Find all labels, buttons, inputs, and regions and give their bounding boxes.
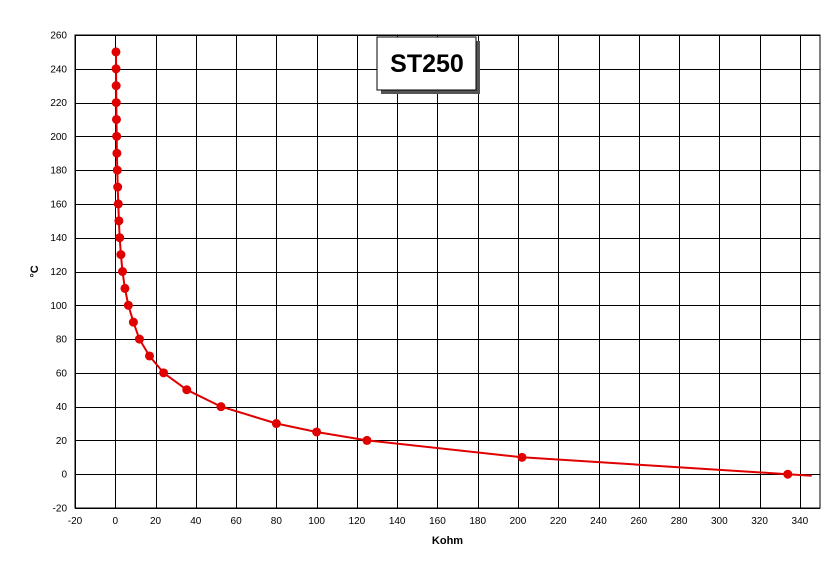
y-tick-label: 0 bbox=[61, 470, 67, 481]
x-tick-label: 240 bbox=[590, 516, 607, 527]
y-tick-label: 240 bbox=[50, 64, 67, 75]
y-tick-label: 180 bbox=[50, 166, 67, 177]
data-point bbox=[120, 283, 130, 293]
y-axis-tick-labels: -20 0 20 40 60 80 100 120 140 160 180 200 220 240 260 bbox=[50, 31, 67, 515]
y-tick-label: -20 bbox=[53, 504, 68, 515]
series-layer bbox=[111, 47, 812, 479]
x-tick-label: 260 bbox=[630, 516, 647, 527]
data-point bbox=[113, 182, 123, 192]
x-tick-label: 140 bbox=[389, 516, 406, 527]
x-axis-tick-labels: -20 0 20 40 60 80 100 120 140 160 180 200 220 240 260 2… bbox=[68, 516, 809, 527]
data-point bbox=[123, 300, 133, 310]
data-point bbox=[111, 81, 121, 91]
y-tick-label: 220 bbox=[50, 98, 67, 109]
chart-title: ST250 bbox=[390, 50, 464, 78]
y-tick-label: 20 bbox=[56, 436, 68, 447]
x-tick-label: 100 bbox=[308, 516, 325, 527]
data-point bbox=[114, 216, 124, 226]
x-tick-label: 320 bbox=[751, 516, 768, 527]
y-tick-label: 60 bbox=[56, 368, 68, 379]
data-point bbox=[159, 368, 169, 378]
chart-title-border bbox=[376, 36, 477, 91]
y-tick-label: 80 bbox=[56, 335, 68, 346]
data-point bbox=[111, 47, 121, 57]
data-point bbox=[112, 131, 122, 141]
x-tick-label: 80 bbox=[271, 516, 283, 527]
y-tick-label: 260 bbox=[50, 31, 67, 42]
x-tick-label: -20 bbox=[68, 516, 83, 527]
data-point bbox=[362, 435, 372, 445]
data-point bbox=[112, 148, 122, 158]
data-point bbox=[517, 452, 527, 462]
y-tick-label: 40 bbox=[56, 402, 68, 413]
data-point bbox=[111, 114, 121, 124]
data-point bbox=[115, 233, 125, 243]
x-tick-label: 20 bbox=[150, 516, 162, 527]
data-point bbox=[312, 427, 322, 437]
x-tick-label: 40 bbox=[190, 516, 202, 527]
y-tick-label: 160 bbox=[50, 199, 67, 210]
data-point bbox=[134, 334, 144, 344]
y-axis-title: °C bbox=[29, 265, 41, 277]
plot-area-frame bbox=[74, 34, 821, 509]
series-line bbox=[115, 51, 812, 477]
data-point bbox=[128, 317, 138, 327]
x-tick-label: 300 bbox=[711, 516, 728, 527]
x-tick-label: 120 bbox=[349, 516, 366, 527]
data-point bbox=[118, 267, 128, 276]
x-axis-title: Kohm bbox=[432, 535, 463, 547]
data-point bbox=[145, 351, 154, 361]
data-point bbox=[111, 98, 121, 108]
x-tick-label: 200 bbox=[510, 516, 527, 527]
data-point bbox=[116, 250, 126, 260]
y-tick-label: 140 bbox=[50, 233, 67, 244]
y-tick-label: 200 bbox=[50, 132, 67, 143]
data-point bbox=[783, 469, 793, 479]
x-tick-label: 0 bbox=[112, 516, 118, 527]
data-point bbox=[112, 165, 122, 175]
chart-title-box: ST250 bbox=[376, 36, 480, 94]
data-point bbox=[271, 419, 281, 429]
x-tick-label: 160 bbox=[429, 516, 446, 527]
data-point bbox=[216, 402, 226, 412]
x-tick-label: 180 bbox=[469, 516, 486, 527]
x-tick-label: 220 bbox=[550, 516, 567, 527]
x-tick-label: 340 bbox=[792, 516, 809, 527]
y-tick-label: 100 bbox=[50, 301, 67, 312]
x-tick-label: 60 bbox=[231, 516, 243, 527]
data-point bbox=[111, 64, 121, 74]
y-tick-label: 120 bbox=[50, 267, 67, 278]
x-tick-label: 280 bbox=[671, 516, 688, 527]
data-point bbox=[113, 199, 123, 209]
data-point bbox=[182, 385, 192, 395]
